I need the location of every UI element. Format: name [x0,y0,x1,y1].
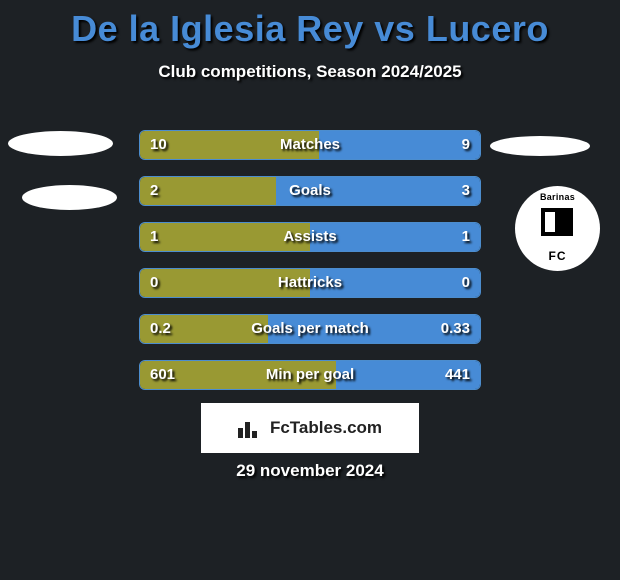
brand-box: FcTables.com [201,403,419,453]
player-left-badge-2 [22,185,117,210]
stat-row: 109Matches [139,130,481,160]
stat-label: Assists [140,223,480,252]
canvas: De la Iglesia Rey vs Lucero Club competi… [0,8,620,580]
page-title: De la Iglesia Rey vs Lucero [0,8,620,50]
stat-row: 00Hattricks [139,268,481,298]
club-badge-graphic [541,208,573,236]
stat-label: Hattricks [140,269,480,298]
stats-container: 109Matches 23Goals 11Assists 00Hattricks 0.2… [139,130,481,406]
snapshot-date: 29 november 2024 [0,461,620,481]
stat-row: 11Assists [139,222,481,252]
player-right-club-badge: Barinas FC [515,186,600,271]
stat-row: 0.20.33Goals per match [139,314,481,344]
stat-label: Min per goal [140,361,480,390]
player-left-badge-1 [8,131,113,156]
stat-row: 601441Min per goal [139,360,481,390]
stat-label: Goals per match [140,315,480,344]
brand-logo-icon [238,418,264,438]
club-badge-top-text: Barinas [515,192,600,202]
stat-label: Matches [140,131,480,160]
player-right-badge-1 [490,136,590,156]
page-subtitle: Club competitions, Season 2024/2025 [0,62,620,82]
club-badge-bottom-text: FC [515,249,600,263]
brand-name: FcTables.com [270,418,382,438]
stat-row: 23Goals [139,176,481,206]
stat-label: Goals [140,177,480,206]
